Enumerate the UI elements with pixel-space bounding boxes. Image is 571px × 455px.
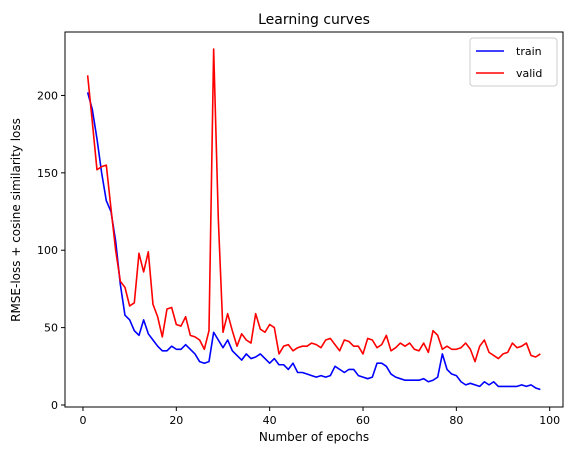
y-tick-label: 0 [51,399,58,412]
x-axis-label: Number of epochs [259,430,369,444]
series-line-valid [86,48,541,363]
legend-label-valid: valid [516,67,542,80]
series-line-train [86,92,541,391]
x-axis-ticks: 0 20 40 60 80 100 [79,407,560,427]
y-tick-label: 50 [44,322,58,335]
plot-layer [86,48,541,391]
chart-title: Learning curves [258,12,370,28]
x-tick-label: 100 [539,414,560,427]
y-axis-label: RMSE-loss + cosine similarity loss [9,118,23,322]
y-tick-label: 100 [37,244,58,257]
y-tick-label: 150 [37,167,58,180]
x-tick-label: 0 [79,414,86,427]
x-tick-label: 20 [169,414,183,427]
y-axis-ticks: 0 50 100 150 200 [37,89,65,412]
plot-frame [64,31,564,408]
x-tick-label: 80 [449,414,463,427]
x-tick-label: 60 [356,414,370,427]
y-tick-label: 200 [37,89,58,102]
legend-box [469,37,558,87]
x-tick-label: 40 [263,414,277,427]
legend-label-train: train [516,45,542,58]
legend: train valid [469,37,558,87]
